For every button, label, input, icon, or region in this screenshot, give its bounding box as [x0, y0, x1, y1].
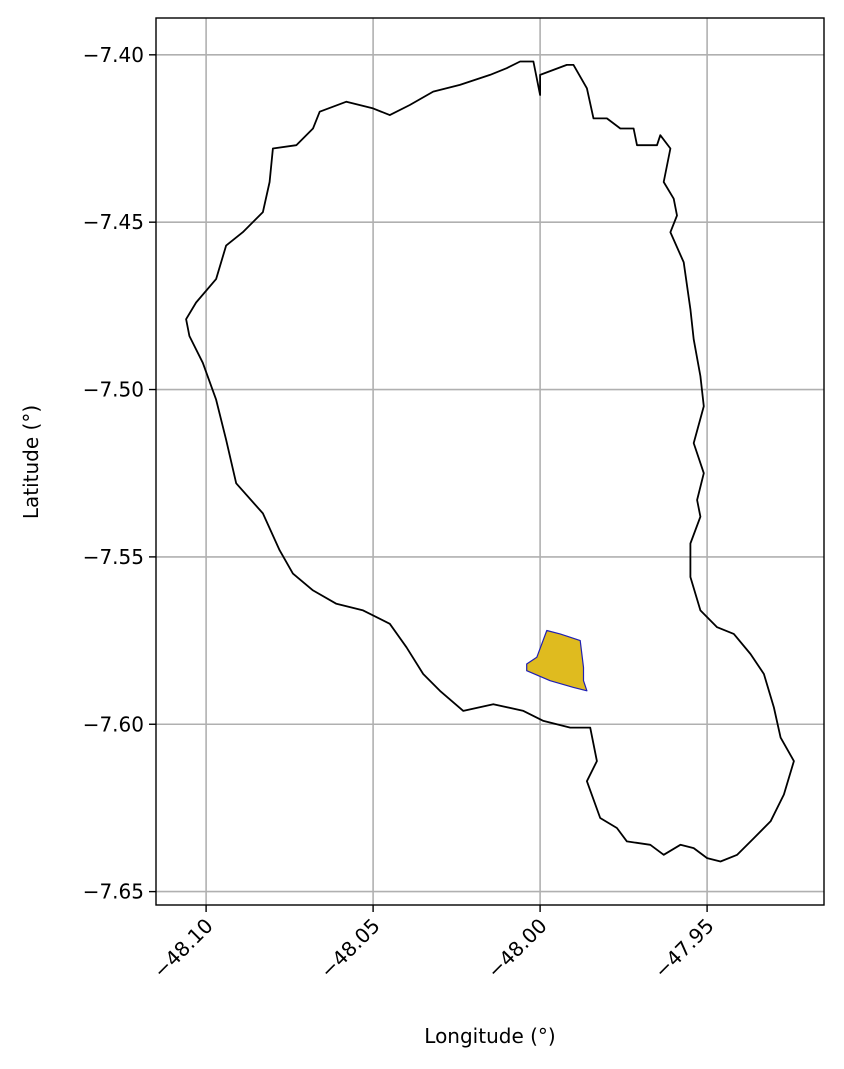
- x-tick-label: −47.95: [649, 914, 718, 983]
- axis-ticks: −48.10 −48.05 −48.00 −47.95 −7.40 −7.45 −7.50 −…: [83, 43, 719, 983]
- municipality-boundary: [185, 60, 795, 863]
- x-tick-label: −48.10: [148, 914, 217, 983]
- gridlines: [156, 18, 824, 905]
- plot-frame: [155, 17, 825, 906]
- y-tick-label: −7.55: [83, 545, 144, 569]
- x-tick-label: −48.00: [482, 914, 551, 983]
- y-tick-label: −7.40: [83, 43, 144, 67]
- map-shapes: [185, 60, 795, 863]
- y-tick-label: −7.50: [83, 378, 144, 402]
- y-tick-label: −7.60: [83, 712, 144, 736]
- x-tick-label: −48.05: [315, 914, 384, 983]
- y-axis-label: Latitude (°): [19, 405, 43, 519]
- y-tick-label: −7.65: [83, 880, 144, 904]
- x-axis-label: Longitude (°): [424, 1024, 555, 1048]
- y-tick-label: −7.45: [83, 210, 144, 234]
- highlighted-area: [526, 629, 588, 692]
